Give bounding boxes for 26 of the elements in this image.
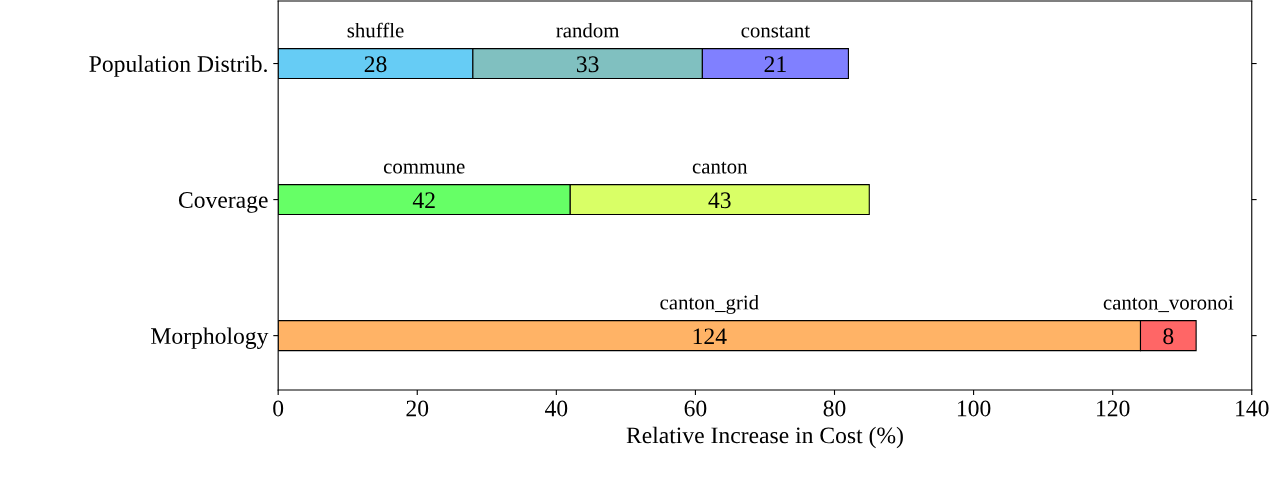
series-label: random xyxy=(556,22,620,38)
x-tick-label: 40 xyxy=(544,400,568,417)
series-label: shuffle xyxy=(347,22,404,38)
series-label: canton_grid xyxy=(660,294,759,314)
series-label: canton_voronoi xyxy=(1103,295,1234,313)
data-label: 28 xyxy=(364,56,387,73)
series-label: constant xyxy=(741,25,810,38)
x-tick-label: 80 xyxy=(823,400,846,417)
x-tick-label: 120 xyxy=(1097,400,1130,417)
data-label: 8 xyxy=(1163,328,1174,345)
x-tick-label: 0 xyxy=(273,400,284,417)
x-tick-label: 140 xyxy=(1236,400,1269,417)
x-tick-label: 60 xyxy=(684,400,707,417)
x-axis-title: Relative Increase in Cost (%) xyxy=(626,426,903,449)
y-tick-label: Population Distrib. xyxy=(89,55,267,77)
series-label: commune xyxy=(383,163,465,174)
data-label: 33 xyxy=(576,56,599,73)
data-label: 124 xyxy=(693,328,727,345)
y-tick-label: Morphology xyxy=(151,327,269,349)
data-label: 21 xyxy=(764,56,786,72)
series-label: canton xyxy=(692,161,748,174)
x-tick-label: 100 xyxy=(957,400,991,417)
y-tick-label: Coverage xyxy=(178,192,268,213)
data-label: 43 xyxy=(708,192,731,209)
data-label: 42 xyxy=(412,192,435,208)
x-tick-label: 20 xyxy=(406,400,429,417)
